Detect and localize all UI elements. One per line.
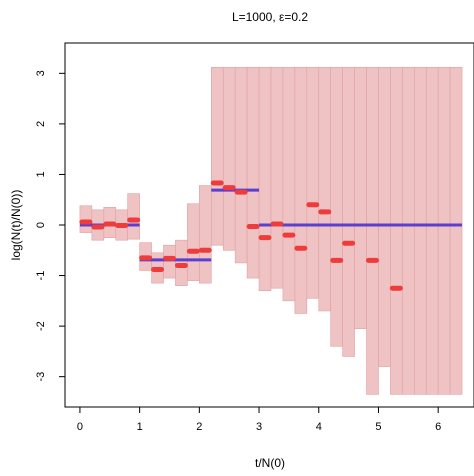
- confidence-band: [295, 67, 307, 313]
- x-tick-label: 2: [196, 421, 202, 433]
- y-tick-label: 3: [35, 70, 47, 76]
- confidence-band: [164, 245, 176, 278]
- confidence-band: [378, 67, 390, 366]
- confidence-band: [450, 67, 462, 394]
- confidence-band: [223, 67, 235, 250]
- y-tick-label: -3: [35, 372, 47, 382]
- confidence-band: [247, 67, 259, 278]
- confidence-band: [259, 67, 271, 290]
- confidence-band: [319, 67, 331, 311]
- confidence-band: [426, 67, 438, 394]
- confidence-band: [331, 67, 343, 346]
- confidence-band: [402, 67, 414, 394]
- x-tick-label: 4: [316, 421, 322, 433]
- confidence-band: [438, 67, 450, 394]
- confidence-band: [211, 67, 223, 245]
- chart-title: L=1000, ε=0.2: [232, 10, 308, 24]
- confidence-band: [235, 67, 247, 263]
- confidence-band: [355, 67, 367, 328]
- confidence-band: [187, 204, 199, 281]
- y-axis-label: log(N(t)/N(0)): [9, 190, 23, 261]
- confidence-band: [128, 194, 140, 240]
- x-tick-label: 3: [256, 421, 262, 433]
- y-tick-label: -2: [35, 321, 47, 331]
- y-axis: -3 -2 -1 0 1 2 3: [35, 70, 65, 381]
- confidence-band: [80, 206, 92, 233]
- confidence-band: [283, 67, 295, 301]
- y-tick-label: 2: [35, 121, 47, 127]
- confidence-band: [343, 67, 355, 356]
- y-tick-label: 1: [35, 171, 47, 177]
- x-tick-label: 1: [137, 421, 143, 433]
- confidence-band: [414, 67, 426, 394]
- x-tick-label: 6: [435, 421, 441, 433]
- confidence-band: [390, 67, 402, 394]
- x-tick-label: 5: [375, 421, 381, 433]
- confidence-band: [271, 67, 283, 288]
- y-tick-label: 0: [35, 222, 47, 228]
- confidence-band: [367, 67, 379, 394]
- confidence-band: [175, 240, 187, 286]
- x-axis: 0 1 2 3 4 5 6: [77, 407, 441, 433]
- confidence-band: [199, 186, 211, 284]
- y-tick-label: -1: [35, 271, 47, 281]
- x-tick-label: 0: [77, 421, 83, 433]
- confidence-band: [307, 67, 319, 298]
- x-axis-label: t/N(0): [255, 456, 285, 470]
- confidence-bands: [80, 67, 462, 394]
